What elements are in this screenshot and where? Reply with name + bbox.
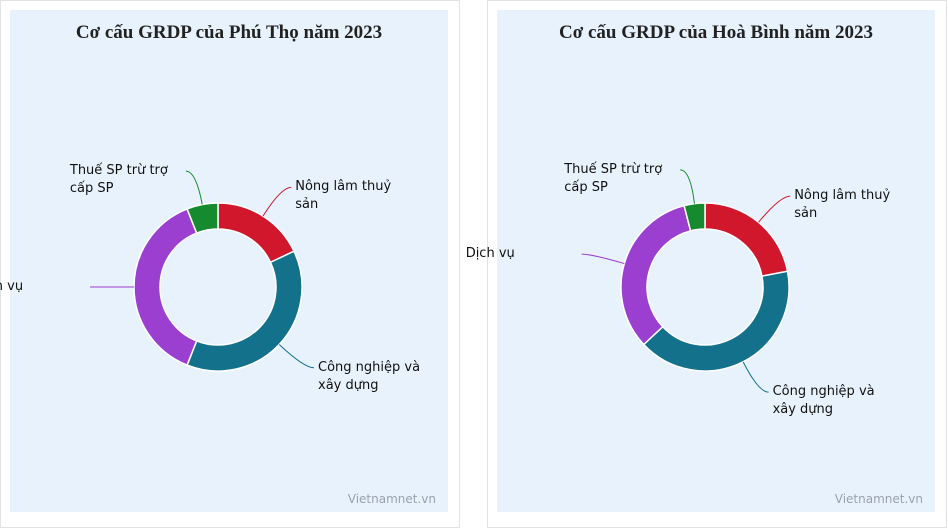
donut-slice bbox=[217, 202, 296, 264]
leader-line bbox=[278, 344, 315, 369]
source: Vietnamnet.vn bbox=[347, 492, 436, 506]
leader-line bbox=[581, 253, 625, 265]
chart-panel: Cơ cấu GRDP của Phú Thọ năm 2023 Vietnam… bbox=[0, 10, 448, 512]
slice-label: Dịch vụ bbox=[0, 279, 24, 294]
leader-line bbox=[262, 186, 292, 217]
chart bbox=[90, 170, 315, 372]
slice-label: Thuế SP trừ trợ cấp SP bbox=[69, 163, 168, 197]
chart-frame: Cơ cấu GRDP của Hoà Bình năm 2023 Vietna… bbox=[466, 0, 947, 528]
donut-slice bbox=[642, 270, 790, 372]
donut-slice bbox=[704, 202, 789, 278]
chart-title: Cơ cấu GRDP của Hoà Bình năm 2023 bbox=[558, 22, 874, 43]
donut-slice bbox=[186, 202, 219, 235]
donut-slice bbox=[683, 202, 706, 232]
slice-label: Công nghiệp và xây dựng bbox=[772, 384, 875, 418]
slice-label: Dịch vụ bbox=[465, 246, 515, 262]
donut-slice bbox=[186, 250, 303, 372]
leader-line bbox=[680, 169, 695, 204]
chart-panel: Cơ cấu GRDP của Hoà Bình năm 2023 Vietna… bbox=[466, 10, 935, 512]
slice-label: Công nghiệp và xây dựng bbox=[318, 359, 421, 393]
chart bbox=[581, 169, 791, 393]
chart-title: Cơ cấu GRDP của Phú Thọ năm 2023 bbox=[75, 22, 383, 43]
leader-line bbox=[758, 195, 791, 223]
leader-line bbox=[185, 170, 203, 205]
source: Vietnamnet.vn bbox=[834, 492, 923, 506]
leader-line bbox=[742, 361, 769, 393]
donut-slice bbox=[133, 207, 198, 367]
chart-frame: Cơ cấu GRDP của Phú Thọ năm 2023 Vietnam… bbox=[0, 0, 460, 528]
donut-slice bbox=[620, 204, 692, 346]
slice-label: Nông lâm thuỷ sản bbox=[794, 188, 891, 222]
slice-label: Thuế SP trừ trợ cấp SP bbox=[564, 161, 663, 195]
slice-label: Nông lâm thuỷ sản bbox=[295, 179, 392, 213]
